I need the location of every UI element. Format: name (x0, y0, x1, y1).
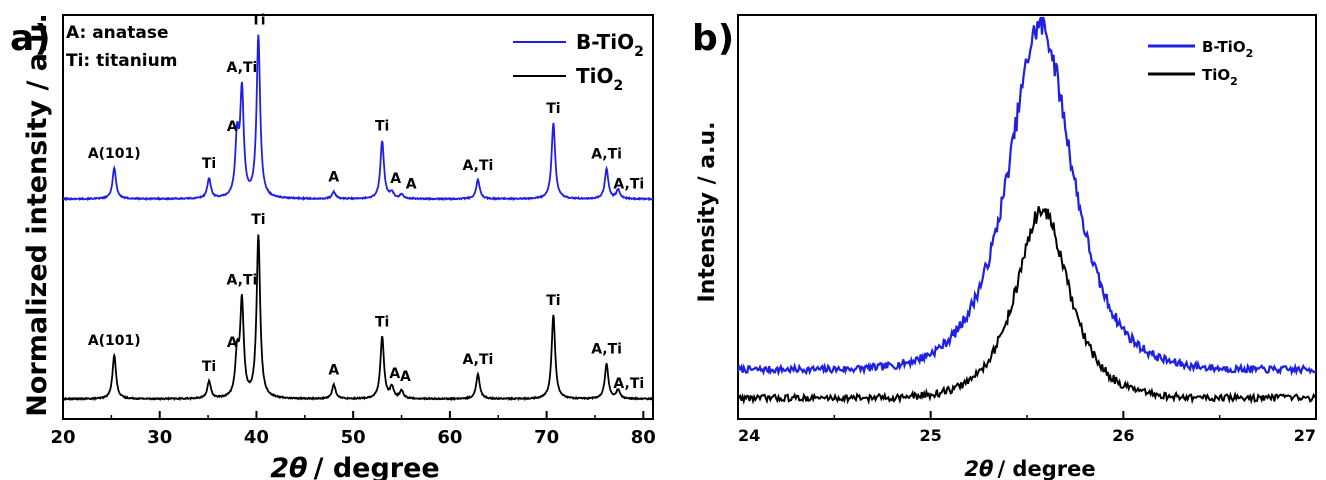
panel-b-series (736, 16, 1317, 406)
panel-a-series-line-tio2 (62, 234, 654, 402)
panel-a-x-ticks: 20 30 40 50 60 70 80 (50, 411, 656, 448)
panel-a-xrd-chart: a) Normalized intensity / a.u. 2θ / degre… (10, 13, 656, 480)
panel-b-xlabel-theta: 2θ (964, 457, 993, 480)
peak-annotation: A (390, 171, 401, 187)
peak-annotation: A (328, 170, 339, 186)
panel-b-xlabel: 2θ / degree (964, 457, 1095, 480)
peak-annotation: Ti (375, 314, 389, 330)
panel-a-x-tick-label: 80 (631, 427, 656, 448)
peak-annotation: Ti (546, 293, 560, 309)
panel-b-series-line-b-tio2 (736, 16, 1317, 377)
peak-annotation: Ti (251, 212, 265, 228)
peak-annotation: A,Ti (591, 342, 622, 358)
peak-annotation: A(101) (88, 146, 141, 162)
panel-b-xrd-chart: b) Intensity / a.u. 2θ / degree 24 25 26 27 … (692, 14, 1317, 480)
panel-a-xlabel: 2θ / degree (270, 453, 440, 480)
legend-label-b-tio2: B-TiO2 (576, 30, 644, 60)
phase-key-titanium: Ti: titanium (66, 51, 177, 71)
legend-label-b-tio2: B-TiO2 (1202, 38, 1253, 60)
peak-annotation: A(101) (88, 333, 141, 349)
peak-annotation: Ti (375, 119, 389, 135)
peak-annotation: A (389, 366, 400, 382)
peak-annotation: Ti (202, 156, 216, 172)
panel-a-x-tick-label: 60 (437, 427, 462, 448)
panel-b-x-tick-label: 27 (1294, 426, 1316, 445)
legend-label-tio2: TiO2 (576, 64, 623, 94)
panel-a-plot-area (62, 14, 654, 420)
peak-annotation: Ti (251, 13, 265, 29)
peak-annotation: A,Ti (591, 147, 622, 163)
panel-a-x-tick-label: 30 (147, 427, 172, 448)
peak-annotation: A (227, 335, 238, 351)
peak-annotation: A (227, 119, 238, 135)
panel-a-x-tick-label: 50 (341, 427, 366, 448)
panel-b-series-line-tio2 (737, 206, 1317, 406)
panel-b-x-ticks: 24 25 26 27 (737, 411, 1317, 445)
panel-b-label: b) (692, 18, 734, 59)
panel-a-x-tick-label: 20 (50, 427, 75, 448)
panel-b-x-tick-label: 25 (920, 426, 942, 445)
peak-annotation: A,Ti (613, 376, 644, 392)
panel-b-xlabel-unit: / degree (997, 457, 1095, 480)
panel-a-phase-key: A: anatase Ti: titanium (66, 23, 177, 71)
panel-b-x-tick-label: 24 (738, 426, 760, 445)
peak-annotation: Ti (202, 359, 216, 375)
panel-a-label: a) (10, 18, 51, 59)
peak-annotation: A,Ti (463, 158, 494, 174)
panel-a-x-tick-label: 70 (534, 427, 559, 448)
panel-a-xlabel-unit: / degree (314, 453, 440, 480)
panel-a-legend: B-TiO2 TiO2 (513, 30, 644, 94)
peak-annotation: A,Ti (227, 272, 258, 288)
legend-label-tio2: TiO2 (1202, 66, 1238, 88)
panel-a-x-tick-label: 40 (244, 427, 269, 448)
peak-annotation: A,Ti (463, 352, 494, 368)
panel-b-ylabel: Intensity / a.u. (695, 121, 720, 302)
peak-annotation: A,Ti (227, 60, 258, 76)
panel-b-x-tick-label: 26 (1112, 426, 1134, 445)
peak-annotation: A (400, 369, 411, 385)
panel-a-ylabel: Normalized intensity / a.u. (22, 13, 53, 416)
peak-annotation: A,Ti (613, 176, 644, 192)
peak-annotation: A (406, 176, 417, 192)
panel-a-series-line-b-tio2 (62, 34, 654, 202)
panel-a-xlabel-theta: 2θ (270, 453, 307, 480)
peak-annotation: Ti (546, 101, 560, 117)
peak-annotation: A (328, 363, 339, 379)
panel-b-legend: B-TiO2 TiO2 (1148, 38, 1253, 88)
phase-key-anatase: A: anatase (66, 23, 168, 43)
panel-a-frame (62, 14, 654, 420)
panel-a-series (62, 34, 654, 402)
